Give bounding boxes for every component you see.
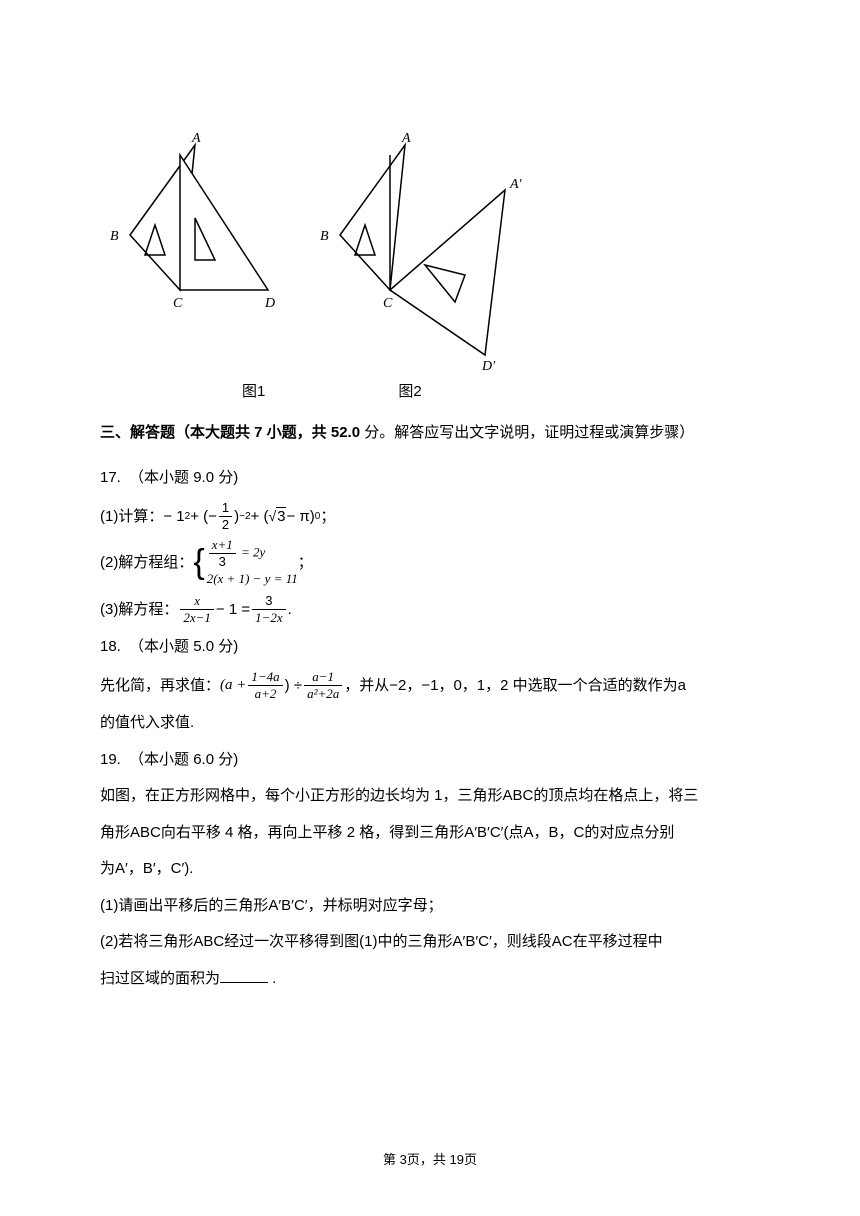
section-3-header: 三、解答题（本大题共 7 小题，共 52.0 分。解答应写出文字说明，证明过程或… bbox=[100, 421, 760, 445]
q18-line1: 先化简，再求值： (a + 1−4aa+2 ) ÷ a−1a²+2a ，并从−2… bbox=[100, 667, 760, 705]
blank-input[interactable] bbox=[220, 968, 268, 983]
svg-text:D′: D′ bbox=[481, 359, 496, 370]
diagram-labels: 图1 图2 bbox=[100, 380, 760, 401]
q17-part3: (3)解方程： x2x−1 − 1 = 31−2x . bbox=[100, 591, 760, 629]
fraction-1: x2x−1 bbox=[180, 593, 214, 625]
svg-text:B: B bbox=[320, 229, 329, 244]
diagram-2-label: 图2 bbox=[398, 380, 421, 401]
page-footer: 第 3页，共 19页 bbox=[0, 1149, 860, 1168]
svg-text:C: C bbox=[173, 296, 183, 311]
diagram-2: A B C A′ D′ bbox=[310, 130, 530, 370]
q17-part1: (1)计算： − 12 + (− 12 )−2 + ( 3 − π)0 ； bbox=[100, 498, 760, 536]
svg-text:A′: A′ bbox=[509, 177, 523, 192]
diagram-1: A B C D bbox=[100, 130, 280, 330]
svg-text:C: C bbox=[383, 296, 393, 311]
svg-text:B: B bbox=[110, 229, 119, 244]
sqrt-3: 3 bbox=[268, 498, 286, 536]
fraction-3: 1−4aa+2 bbox=[248, 669, 282, 701]
q18-line2: 的值代入求值. bbox=[100, 706, 760, 741]
q18-header: 18. （本小题 5.0 分) bbox=[100, 630, 760, 665]
fraction-half: 12 bbox=[219, 500, 232, 532]
diagrams-row: A B C D A B C A′ D′ bbox=[100, 130, 760, 370]
q17-header: 17. （本小题 9.0 分) bbox=[100, 461, 760, 496]
q19-line1: 如图，在正方形网格中，每个小正方形的边长均为 1，三角形ABC的顶点均在格点上，… bbox=[100, 779, 760, 814]
q19-line3: 为A′，B′，C′). bbox=[100, 852, 760, 887]
svg-text:A: A bbox=[401, 131, 411, 146]
q17-part2: (2)解方程组： { x+13 = 2y 2(x + 1) − y = 11 ； bbox=[100, 537, 760, 589]
svg-text:D: D bbox=[264, 296, 275, 311]
q19-part1: (1)请画出平移后的三角形A′B′C′，并标明对应字母； bbox=[100, 889, 760, 924]
q19-part2b: 扫过区域的面积为 . bbox=[100, 962, 760, 997]
fraction-2: 31−2x bbox=[252, 593, 286, 625]
fraction-4: a−1a²+2a bbox=[304, 669, 342, 701]
svg-text:A: A bbox=[191, 131, 201, 146]
equation-system: { x+13 = 2y 2(x + 1) − y = 11 bbox=[193, 537, 297, 589]
q19-header: 19. （本小题 6.0 分) bbox=[100, 743, 760, 778]
q19-part2a: (2)若将三角形ABC经过一次平移得到图(1)中的三角形A′B′C′，则线段AC… bbox=[100, 925, 760, 960]
q19-line2: 角形ABC向右平移 4 格，再向上平移 2 格，得到三角形A′B′C′(点A，B… bbox=[100, 816, 760, 851]
diagram-1-label: 图1 bbox=[242, 380, 265, 401]
